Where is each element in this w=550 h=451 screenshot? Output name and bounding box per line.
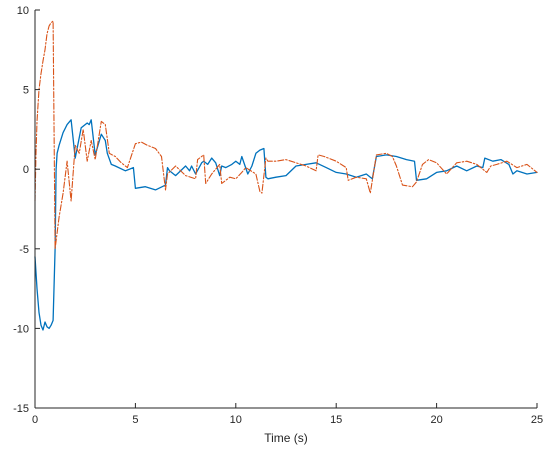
y-tick-label: -5 — [19, 244, 29, 256]
x-ticks: 0 5 10 15 20 25 — [32, 403, 543, 426]
x-tick-label: 15 — [330, 414, 342, 426]
x-tick-label: 20 — [430, 414, 442, 426]
x-tick-label: 10 — [230, 414, 242, 426]
y-tick-label: 10 — [17, 5, 29, 17]
axes — [34, 10, 537, 409]
y-tick-label: 0 — [23, 164, 29, 176]
x-tick-label: 0 — [32, 414, 38, 426]
x-tick-label: 5 — [132, 414, 138, 426]
series-layer — [34, 20, 538, 331]
x-tick-label: 25 — [531, 414, 543, 426]
y-tick-label: -10 — [13, 323, 29, 335]
y-tick-label: -15 — [13, 403, 29, 415]
y-tick-label: 5 — [23, 85, 29, 97]
y-ticks: -15 -10 -5 0 5 10 — [13, 5, 40, 415]
series-line-1 — [34, 119, 538, 331]
series-line-2 — [34, 20, 538, 250]
x-axis-title: Time (s) — [264, 431, 308, 445]
